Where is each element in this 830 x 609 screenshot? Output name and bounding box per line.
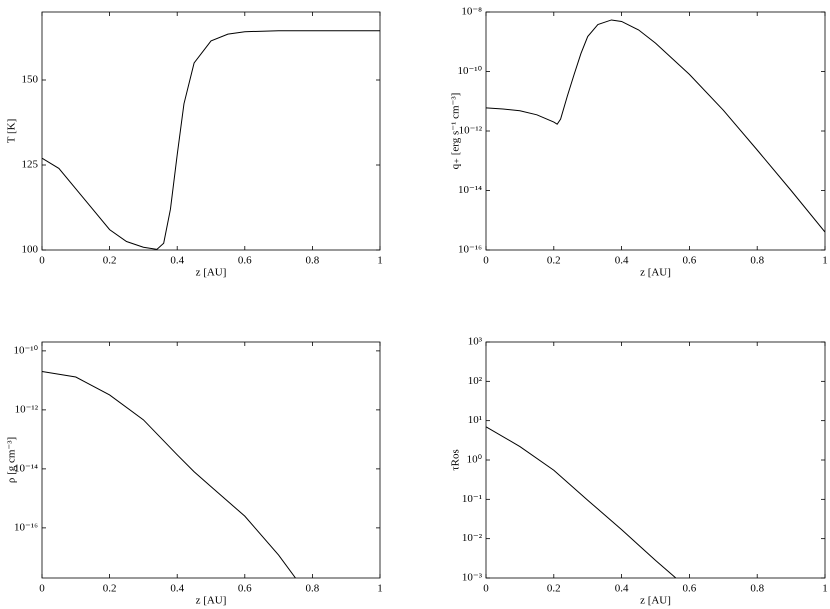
y-tick-label: 10⁻¹ xyxy=(462,493,482,505)
y-tick-label: 10⁻¹⁰ xyxy=(13,344,38,356)
data-line xyxy=(42,371,296,578)
y-tick-label: 100 xyxy=(22,244,39,256)
x-tick-label: 0.2 xyxy=(103,255,117,267)
data-line xyxy=(42,30,380,250)
y-tick-label: 10⁻² xyxy=(462,532,483,544)
x-tick-label: 0 xyxy=(39,583,45,595)
y-tick-label: 10⁻¹⁴ xyxy=(458,184,482,196)
x-tick-label: 1 xyxy=(377,583,383,595)
y-axis-label: τRos xyxy=(450,449,462,471)
y-tick-label: 150 xyxy=(22,74,39,86)
x-tick-label: 0.4 xyxy=(170,255,184,267)
x-axis-label: z [AU] xyxy=(640,267,671,279)
data-line xyxy=(486,426,677,578)
x-axis-label: z [AU] xyxy=(640,595,671,607)
y-tick-label: 10⁻⁸ xyxy=(461,6,482,18)
x-tick-label: 0.2 xyxy=(547,583,561,595)
y-tick-label: 10⁻¹⁰ xyxy=(457,65,482,77)
panel: 0 0.2 0.4 0.6 0.8 1 10⁻³ 10⁻² 10⁻¹ 10⁰ 10¹ 10² 10³ z … xyxy=(450,336,828,607)
x-tick-label: 0.6 xyxy=(683,255,697,267)
y-tick-label: 10⁰ xyxy=(467,454,483,466)
x-tick-label: 0 xyxy=(39,255,45,267)
panel: 0 0.2 0.4 0.6 0.8 1 10⁻¹⁶ 10⁻¹⁴ 10⁻¹² 10⁻¹⁰ 10⁻⁸ z … xyxy=(450,6,828,279)
y-tick-label: 10⁻¹⁶ xyxy=(14,521,38,533)
y-tick-label: 10⁻¹² xyxy=(459,125,483,137)
x-tick-label: 0.4 xyxy=(615,583,629,595)
x-tick-label: 0.6 xyxy=(683,583,697,595)
y-tick-label: 10³ xyxy=(468,336,483,348)
x-tick-label: 0.2 xyxy=(103,583,117,595)
y-tick-label: 10⁻¹² xyxy=(15,403,39,415)
y-tick-label: 125 xyxy=(22,159,39,171)
x-tick-label: 0 xyxy=(483,255,489,267)
y-tick-label: 10⁻¹⁴ xyxy=(14,462,38,474)
y-tick-label: 10² xyxy=(468,375,483,387)
data-line xyxy=(486,19,825,233)
axes-box xyxy=(485,11,826,251)
x-tick-label: 0.6 xyxy=(238,255,252,267)
x-tick-label: 0 xyxy=(483,583,489,595)
y-axis-label: q₊ [erg s⁻¹ cm⁻³] xyxy=(450,93,462,170)
x-tick-label: 1 xyxy=(822,583,828,595)
x-axis-label: z [AU] xyxy=(196,595,227,607)
y-tick-label: 10¹ xyxy=(468,414,482,426)
axes-box xyxy=(41,11,381,251)
x-tick-label: 0.8 xyxy=(306,583,320,595)
panel: 0 0.2 0.4 0.6 0.8 1 10⁻¹⁶ 10⁻¹⁴ 10⁻¹² 10⁻¹⁰ z [AU]… xyxy=(6,341,383,607)
x-tick-label: 0.2 xyxy=(547,255,561,267)
x-tick-label: 1 xyxy=(377,255,383,267)
x-tick-label: 0.4 xyxy=(615,255,629,267)
x-tick-label: 0.8 xyxy=(750,583,764,595)
x-tick-label: 0.8 xyxy=(306,255,320,267)
x-tick-label: 0.6 xyxy=(238,583,252,595)
y-axis-label: ρ [g cm⁻³] xyxy=(6,437,18,483)
x-tick-label: 0.8 xyxy=(750,255,764,267)
axes-box xyxy=(41,341,381,579)
y-tick-label: 10⁻³ xyxy=(462,572,483,584)
x-tick-label: 1 xyxy=(822,255,828,267)
x-tick-label: 0.4 xyxy=(170,583,184,595)
y-axis-label: T [K] xyxy=(6,119,18,144)
panel: 0 0.2 0.4 0.6 0.8 1 100 125 150 z [AU] T [K] xyxy=(6,11,383,279)
y-tick-label: 10⁻¹⁶ xyxy=(458,244,482,256)
x-axis-label: z [AU] xyxy=(196,267,227,279)
axes-box xyxy=(485,341,826,579)
